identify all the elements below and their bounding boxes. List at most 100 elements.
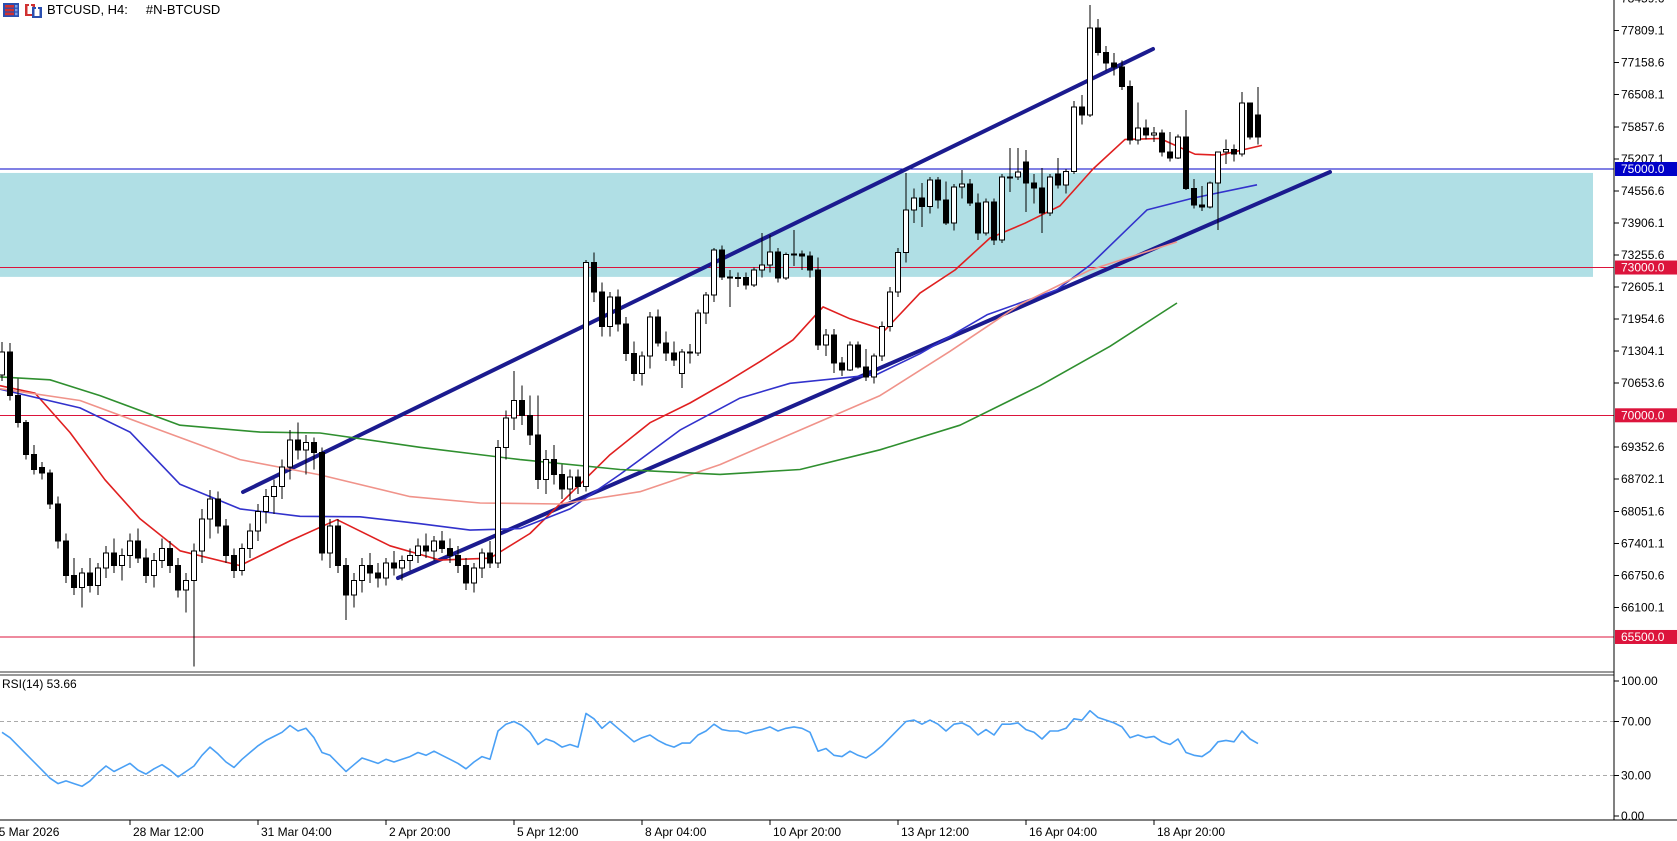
candle-body [1239, 102, 1245, 155]
candle-body [119, 555, 125, 567]
candle-body [479, 552, 485, 569]
candle-body [559, 473, 565, 490]
rsi-line [1, 709, 1259, 788]
candle [311, 437, 317, 470]
candle-body [319, 451, 325, 554]
candle [671, 341, 677, 367]
candle [1247, 102, 1253, 140]
candle [767, 235, 773, 273]
candle-body [23, 422, 29, 456]
candle [799, 250, 805, 270]
candle-body [807, 255, 813, 271]
candle [351, 572, 357, 608]
candle-body [335, 525, 341, 567]
price-tick-label: 73255.6 [1621, 248, 1665, 262]
candle-body [295, 439, 301, 451]
candle [847, 341, 853, 371]
candle [823, 329, 829, 357]
candle-body [1159, 132, 1165, 153]
candle [71, 558, 77, 596]
candle [1135, 102, 1141, 145]
candle-body [703, 294, 709, 314]
price-badge-70000.0: 70000.0 [1615, 408, 1677, 423]
candle-body [951, 186, 957, 224]
candle [991, 198, 997, 245]
candle [23, 420, 29, 460]
price-tick-label: 71954.6 [1621, 312, 1665, 326]
candle-body [695, 312, 701, 354]
candle-body [375, 572, 381, 579]
candle-body [1063, 170, 1069, 186]
candle [551, 444, 557, 485]
candles-layer [0, 4, 1261, 667]
price-tick-label: 66750.6 [1621, 568, 1665, 582]
candle [31, 444, 37, 475]
price-tick-label: 77158.6 [1621, 56, 1665, 70]
candle [631, 341, 637, 381]
trendline-channel-upper[interactable] [241, 47, 1155, 495]
candle-body [263, 496, 269, 512]
candle-body [215, 498, 221, 527]
candlestick-windows-icon [25, 2, 42, 18]
candle-body [503, 417, 509, 448]
time-axis: 25 Mar 2026 28 Mar 12:00 31 Mar 04:00 2 Apr… [0, 820, 1225, 839]
candle-body [1231, 148, 1237, 155]
candle [735, 272, 741, 288]
time-tick-label: 5 Apr 12:00 [517, 825, 579, 839]
candle [423, 533, 429, 559]
candle [711, 247, 717, 303]
candle-body [183, 579, 189, 591]
candle [1079, 95, 1085, 125]
candle [79, 568, 85, 608]
candle-body [207, 498, 213, 520]
candle [391, 550, 397, 576]
candle-body [351, 579, 357, 596]
candle-body [815, 269, 821, 346]
candle [807, 251, 813, 278]
candle [1031, 173, 1037, 204]
candle [279, 459, 285, 500]
ohlc-list-icon [3, 2, 19, 17]
highlight-band[interactable] [0, 172, 1593, 277]
candle [263, 489, 269, 524]
candle-body [1151, 132, 1157, 136]
price-tick-label: 74556.6 [1621, 184, 1665, 198]
candle [319, 447, 325, 561]
candle [1239, 92, 1245, 157]
candle [919, 183, 925, 227]
candle-body [1247, 102, 1253, 138]
candle [399, 555, 405, 581]
candle-body [1135, 127, 1141, 141]
candle [695, 309, 701, 357]
candle [375, 563, 381, 588]
candle-body [383, 562, 389, 579]
candle-body [1039, 187, 1045, 214]
candle-body [143, 557, 149, 576]
candle [895, 247, 901, 298]
candle [1191, 178, 1197, 209]
candle [719, 245, 725, 280]
candle-body [431, 540, 437, 552]
candle [607, 292, 613, 337]
candle [887, 287, 893, 332]
candle [775, 247, 781, 283]
candle [415, 538, 421, 564]
price-badge-73000.0: 73000.0 [1615, 260, 1677, 275]
time-tick-label: 31 Mar 04:00 [261, 825, 332, 839]
candle [951, 183, 957, 231]
price-badge-bg [1615, 408, 1677, 423]
candle-body [983, 201, 989, 234]
candle-body [79, 572, 85, 589]
candle-body [447, 547, 453, 557]
candle [751, 267, 757, 288]
candle [159, 538, 165, 569]
price-badge-label: 75000.0 [1621, 162, 1665, 176]
rsi-indicator-label: RSI(14) 53.66 [2, 677, 77, 691]
candle [335, 518, 341, 573]
price-badge-75000.0: 75000.0 [1615, 162, 1677, 176]
chart-legend: BTCUSD, H4: #N-BTCUSD [3, 2, 221, 18]
candle-body [1255, 114, 1261, 138]
chart-instrument-name: #N-BTCUSD [145, 2, 221, 17]
price-tick-label: 78459.6 [1621, 0, 1665, 6]
